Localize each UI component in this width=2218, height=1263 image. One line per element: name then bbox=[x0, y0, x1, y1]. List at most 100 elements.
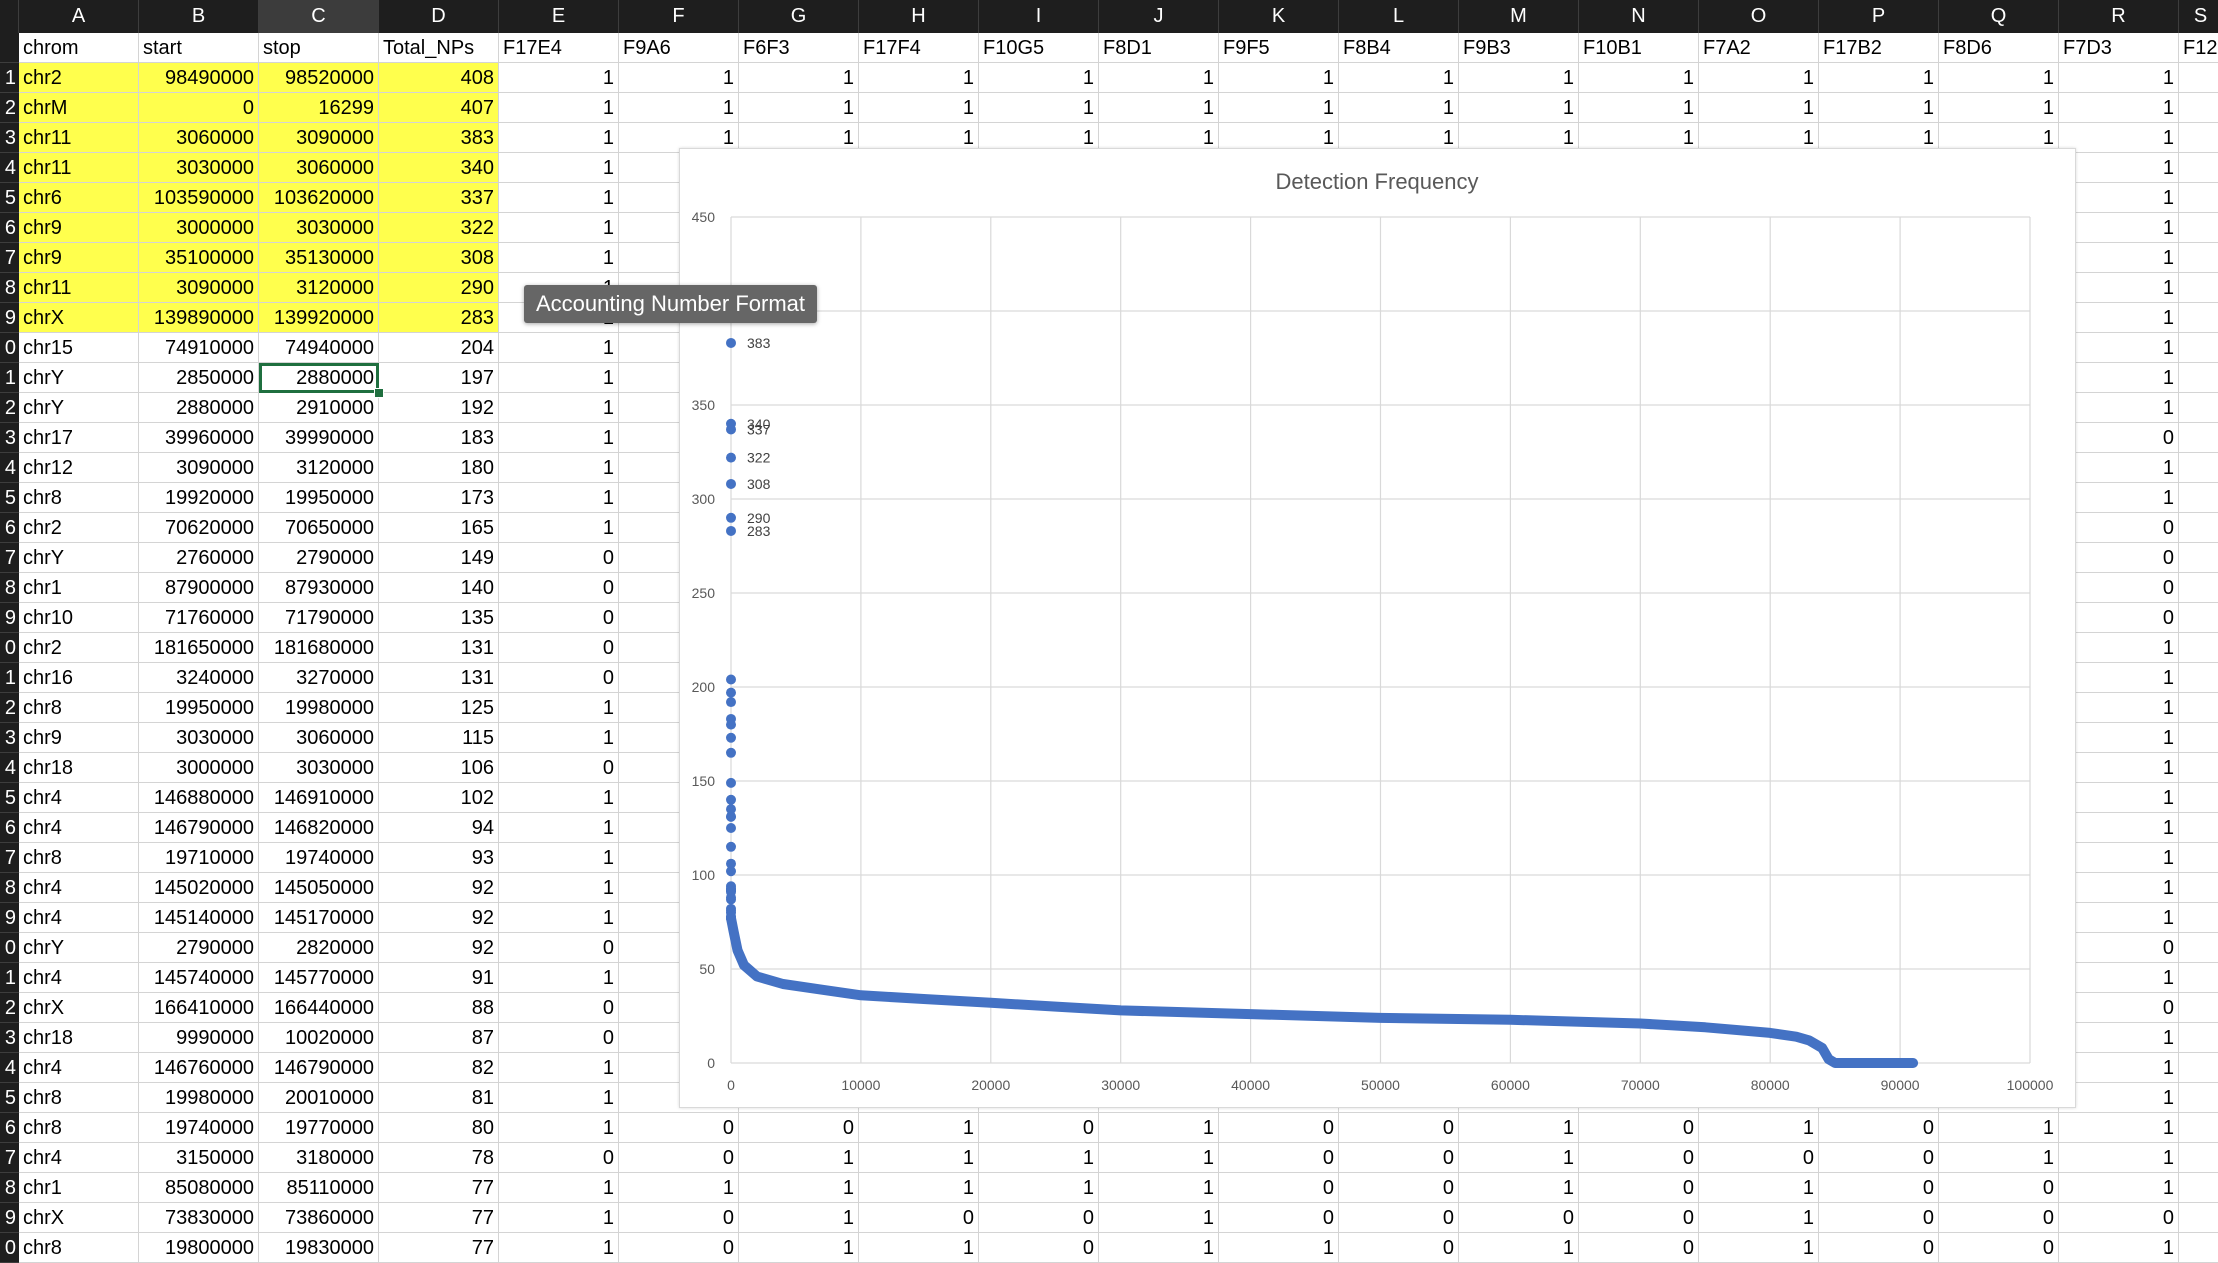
table-cell[interactable]: 1 bbox=[1099, 93, 1219, 123]
table-cell[interactable]: 115 bbox=[379, 723, 499, 753]
table-cell[interactable]: 88 bbox=[379, 993, 499, 1023]
table-cell[interactable] bbox=[2179, 603, 2218, 633]
table-cell[interactable]: 1 bbox=[1099, 1233, 1219, 1263]
table-cell[interactable]: 383 bbox=[379, 123, 499, 153]
table-cell[interactable] bbox=[2179, 513, 2218, 543]
table-cell[interactable]: 146790000 bbox=[259, 1053, 379, 1083]
column-header-h[interactable]: H bbox=[859, 0, 979, 33]
table-cell[interactable]: 1 bbox=[619, 1173, 739, 1203]
table-cell[interactable] bbox=[2179, 1113, 2218, 1143]
table-cell[interactable]: 0 bbox=[979, 1203, 1099, 1233]
table-cell[interactable]: 1 bbox=[2059, 1053, 2179, 1083]
table-cell[interactable]: 1 bbox=[2059, 483, 2179, 513]
table-cell[interactable]: 98490000 bbox=[139, 63, 259, 93]
table-cell[interactable]: 94 bbox=[379, 813, 499, 843]
table-cell[interactable]: 1 bbox=[499, 183, 619, 213]
table-cell[interactable] bbox=[2179, 723, 2218, 753]
table-cell[interactable]: chr18 bbox=[19, 1023, 139, 1053]
table-cell[interactable]: 1 bbox=[499, 423, 619, 453]
table-cell[interactable] bbox=[2179, 873, 2218, 903]
column-header-g[interactable]: G bbox=[739, 0, 859, 33]
table-cell[interactable]: 3120000 bbox=[259, 273, 379, 303]
table-cell[interactable]: 0 bbox=[979, 1113, 1099, 1143]
table-cell[interactable]: 1 bbox=[499, 153, 619, 183]
table-cell[interactable]: 1 bbox=[859, 1113, 979, 1143]
table-cell[interactable]: chr9 bbox=[19, 243, 139, 273]
table-cell[interactable]: 0 bbox=[619, 1233, 739, 1263]
table-cell[interactable]: chr1 bbox=[19, 573, 139, 603]
table-cell[interactable]: 146760000 bbox=[139, 1053, 259, 1083]
table-cell[interactable]: 70620000 bbox=[139, 513, 259, 543]
table-cell[interactable]: chr4 bbox=[19, 873, 139, 903]
table-cell[interactable]: 3030000 bbox=[259, 753, 379, 783]
table-cell[interactable]: 1 bbox=[499, 93, 619, 123]
table-cell[interactable]: 1 bbox=[1939, 93, 2059, 123]
table-cell[interactable]: 149 bbox=[379, 543, 499, 573]
table-cell[interactable]: 0 bbox=[1219, 1143, 1339, 1173]
table-cell[interactable]: 0 bbox=[1579, 1173, 1699, 1203]
table-cell[interactable]: 1 bbox=[499, 1173, 619, 1203]
table-cell[interactable]: chr15 bbox=[19, 333, 139, 363]
table-cell[interactable]: 1 bbox=[1099, 1203, 1219, 1233]
table-cell[interactable]: 91 bbox=[379, 963, 499, 993]
column-header-p[interactable]: P bbox=[1819, 0, 1939, 33]
table-cell[interactable]: 1 bbox=[1939, 1143, 2059, 1173]
table-cell[interactable]: 87 bbox=[379, 1023, 499, 1053]
table-cell[interactable]: 1 bbox=[859, 1173, 979, 1203]
table-cell[interactable]: 1 bbox=[499, 453, 619, 483]
row-header[interactable]: 8 bbox=[0, 873, 19, 903]
table-cell[interactable]: 0 bbox=[619, 1203, 739, 1233]
table-cell[interactable]: 1 bbox=[859, 1233, 979, 1263]
table-cell[interactable]: chr11 bbox=[19, 273, 139, 303]
header-cell[interactable]: F10G5 bbox=[979, 33, 1099, 63]
row-header[interactable]: 4 bbox=[0, 153, 19, 183]
table-cell[interactable]: chrY bbox=[19, 393, 139, 423]
table-cell[interactable]: 1 bbox=[1459, 1113, 1579, 1143]
table-cell[interactable]: 1 bbox=[2059, 333, 2179, 363]
table-cell[interactable]: 166410000 bbox=[139, 993, 259, 1023]
table-cell[interactable]: 1 bbox=[499, 1203, 619, 1233]
row-header[interactable]: 4 bbox=[0, 453, 19, 483]
header-cell[interactable]: start bbox=[139, 33, 259, 63]
table-cell[interactable]: 146880000 bbox=[139, 783, 259, 813]
table-cell[interactable]: 1 bbox=[2059, 843, 2179, 873]
table-cell[interactable]: 0 bbox=[499, 603, 619, 633]
table-cell[interactable]: 1 bbox=[1459, 1143, 1579, 1173]
table-cell[interactable]: 92 bbox=[379, 933, 499, 963]
table-cell[interactable]: 1 bbox=[739, 93, 859, 123]
table-cell[interactable]: chr9 bbox=[19, 213, 139, 243]
column-header-m[interactable]: M bbox=[1459, 0, 1579, 33]
header-cell[interactable]: stop bbox=[259, 33, 379, 63]
table-cell[interactable]: chr4 bbox=[19, 783, 139, 813]
table-cell[interactable]: 165 bbox=[379, 513, 499, 543]
table-cell[interactable]: 0 bbox=[139, 93, 259, 123]
table-cell[interactable]: 71760000 bbox=[139, 603, 259, 633]
table-cell[interactable]: 0 bbox=[1579, 1233, 1699, 1263]
table-cell[interactable]: 204 bbox=[379, 333, 499, 363]
table-cell[interactable]: 0 bbox=[1819, 1143, 1939, 1173]
table-cell[interactable]: 192 bbox=[379, 393, 499, 423]
table-cell[interactable] bbox=[2179, 1233, 2218, 1263]
table-cell[interactable]: 106 bbox=[379, 753, 499, 783]
table-cell[interactable]: 1 bbox=[2059, 213, 2179, 243]
table-cell[interactable]: chr18 bbox=[19, 753, 139, 783]
table-cell[interactable]: 173 bbox=[379, 483, 499, 513]
table-cell[interactable]: 408 bbox=[379, 63, 499, 93]
table-cell[interactable]: 145050000 bbox=[259, 873, 379, 903]
table-cell[interactable]: 0 bbox=[1819, 1203, 1939, 1233]
table-cell[interactable]: 1 bbox=[499, 783, 619, 813]
table-cell[interactable]: chr16 bbox=[19, 663, 139, 693]
table-cell[interactable]: 2760000 bbox=[139, 543, 259, 573]
table-cell[interactable]: 92 bbox=[379, 903, 499, 933]
table-cell[interactable]: 125 bbox=[379, 693, 499, 723]
table-cell[interactable]: 3000000 bbox=[139, 753, 259, 783]
column-header-r[interactable]: R bbox=[2059, 0, 2179, 33]
table-cell[interactable]: 340 bbox=[379, 153, 499, 183]
table-cell[interactable]: chr6 bbox=[19, 183, 139, 213]
table-cell[interactable]: 1 bbox=[859, 63, 979, 93]
table-cell[interactable]: 1 bbox=[1699, 63, 1819, 93]
header-cell[interactable]: F9F5 bbox=[1219, 33, 1339, 63]
table-cell[interactable]: 0 bbox=[1939, 1203, 2059, 1233]
table-cell[interactable]: 1 bbox=[2059, 243, 2179, 273]
table-cell[interactable]: 1 bbox=[739, 1173, 859, 1203]
